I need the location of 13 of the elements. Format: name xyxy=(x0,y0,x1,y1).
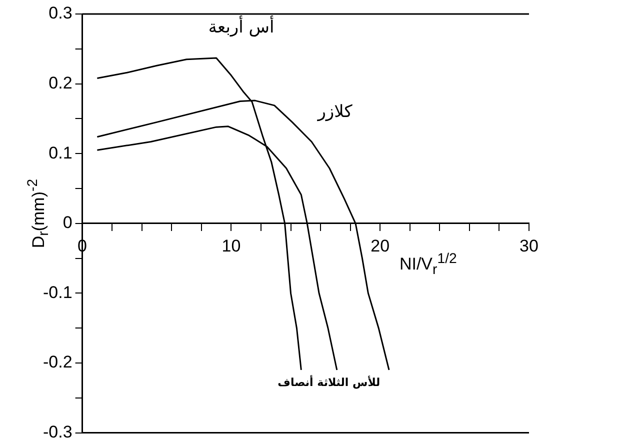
series-label: للأس الثلاثة أنصاف xyxy=(278,374,380,389)
y-tick-label: 0.3 xyxy=(48,4,72,23)
series-label: أس أربعة xyxy=(208,15,274,38)
y-tick-label: 0 xyxy=(62,213,72,232)
y-tick-label: 0.1 xyxy=(48,143,72,162)
x-tick-label: 10 xyxy=(222,236,241,256)
x-tick-label: 20 xyxy=(370,236,390,256)
y-tick-label: -0.2 xyxy=(42,352,72,372)
y-tick-label: 0.2 xyxy=(48,73,72,92)
y-tick-label: -0.3 xyxy=(42,422,72,442)
x-tick-label: 30 xyxy=(520,236,538,256)
y-tick-label: -0.1 xyxy=(42,282,72,302)
series-label: كلازر xyxy=(316,102,354,122)
